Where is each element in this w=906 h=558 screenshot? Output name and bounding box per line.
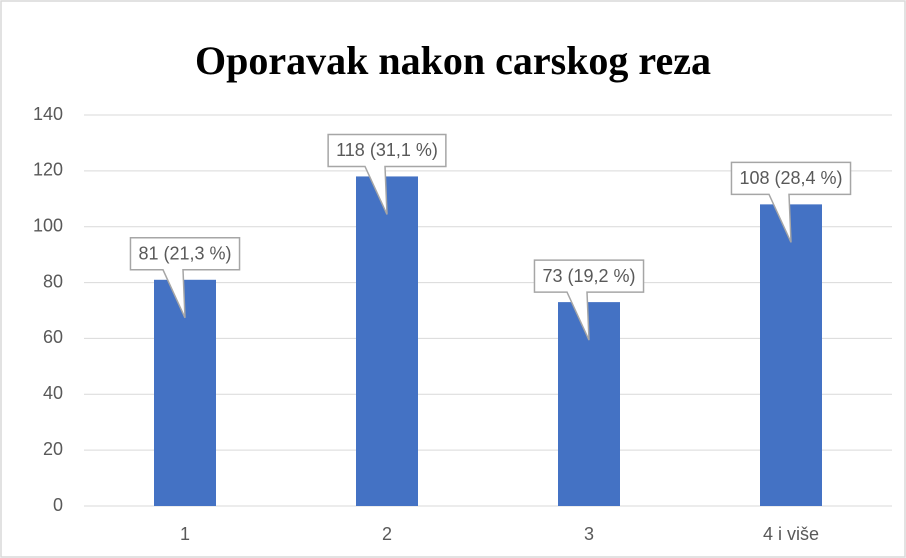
chart-title: Oporavak nakon carskog reza [195, 38, 711, 83]
y-tick-label: 0 [53, 495, 63, 515]
y-tick-label: 100 [33, 215, 63, 235]
data-label: 81 (21,3 %) [138, 244, 231, 264]
x-tick-label: 2 [382, 524, 392, 544]
callout [730, 161, 852, 243]
callout [533, 259, 645, 341]
bar [356, 176, 418, 506]
data-label: 73 (19,2 %) [542, 266, 635, 286]
x-tick-label: 1 [180, 524, 190, 544]
data-label: 108 (28,4 %) [739, 168, 842, 188]
y-tick-label: 60 [43, 327, 63, 347]
y-tick-label: 80 [43, 271, 63, 291]
x-tick-label: 3 [584, 524, 594, 544]
x-tick-label: 4 i više [763, 524, 819, 544]
y-tick-label: 140 [33, 104, 63, 124]
y-tick-label: 20 [43, 439, 63, 459]
y-tick-label: 120 [33, 160, 63, 180]
callout [129, 237, 241, 319]
bar [760, 204, 822, 506]
data-label: 118 (31,1 %) [336, 140, 438, 160]
callout [327, 133, 447, 215]
y-tick-label: 40 [43, 383, 63, 403]
